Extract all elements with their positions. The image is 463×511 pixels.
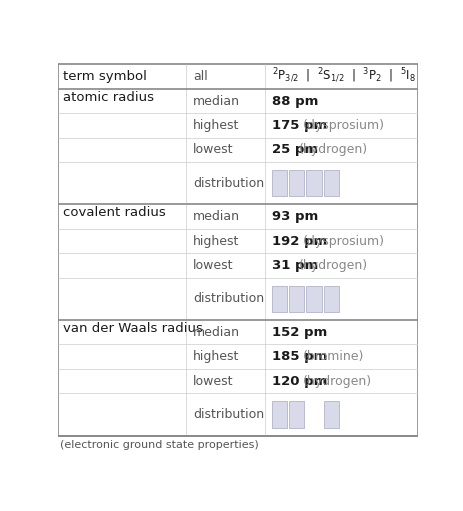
Text: all: all — [193, 69, 207, 83]
Text: 88 pm: 88 pm — [271, 95, 318, 107]
Text: median: median — [193, 326, 239, 339]
Text: distribution: distribution — [193, 177, 263, 190]
Text: 25 pm: 25 pm — [271, 144, 318, 156]
Text: atomic radius: atomic radius — [63, 91, 154, 104]
Text: lowest: lowest — [193, 375, 233, 388]
Text: term symbol: term symbol — [63, 69, 147, 83]
Text: (bromine): (bromine) — [302, 350, 363, 363]
Text: lowest: lowest — [193, 144, 233, 156]
Text: (dysprosium): (dysprosium) — [302, 235, 384, 248]
Bar — [288, 286, 304, 312]
Text: 175 pm: 175 pm — [271, 119, 326, 132]
Text: (hydrogen): (hydrogen) — [302, 375, 371, 388]
Bar — [288, 170, 304, 196]
Text: median: median — [193, 210, 239, 223]
Text: van der Waals radius: van der Waals radius — [63, 322, 203, 335]
Text: covalent radius: covalent radius — [63, 206, 166, 219]
Text: highest: highest — [193, 235, 239, 248]
Text: median: median — [193, 95, 239, 107]
Text: (dysprosium): (dysprosium) — [302, 119, 384, 132]
Text: 120 pm: 120 pm — [271, 375, 326, 388]
Text: (hydrogen): (hydrogen) — [298, 259, 367, 272]
Bar — [271, 402, 287, 428]
Text: distribution: distribution — [193, 292, 263, 306]
Text: highest: highest — [193, 119, 239, 132]
Text: lowest: lowest — [193, 259, 233, 272]
Text: distribution: distribution — [193, 408, 263, 421]
Bar — [306, 286, 321, 312]
Text: $\mathregular{{}^2P_{3/2}}$  |  $\mathregular{{}^2S_{1/2}}$  |  $\mathregular{{}: $\mathregular{{}^2P_{3/2}}$ | $\mathregu… — [271, 67, 415, 85]
Text: highest: highest — [193, 350, 239, 363]
Bar — [288, 402, 304, 428]
Bar — [323, 170, 338, 196]
Text: (electronic ground state properties): (electronic ground state properties) — [60, 440, 258, 450]
Text: 152 pm: 152 pm — [271, 326, 326, 339]
Text: 185 pm: 185 pm — [271, 350, 326, 363]
Text: (hydrogen): (hydrogen) — [298, 144, 367, 156]
Bar — [271, 170, 287, 196]
Bar — [323, 402, 338, 428]
Text: 31 pm: 31 pm — [271, 259, 318, 272]
Bar — [271, 286, 287, 312]
Text: 192 pm: 192 pm — [271, 235, 326, 248]
Bar — [306, 170, 321, 196]
Bar — [323, 286, 338, 312]
Text: 93 pm: 93 pm — [271, 210, 318, 223]
